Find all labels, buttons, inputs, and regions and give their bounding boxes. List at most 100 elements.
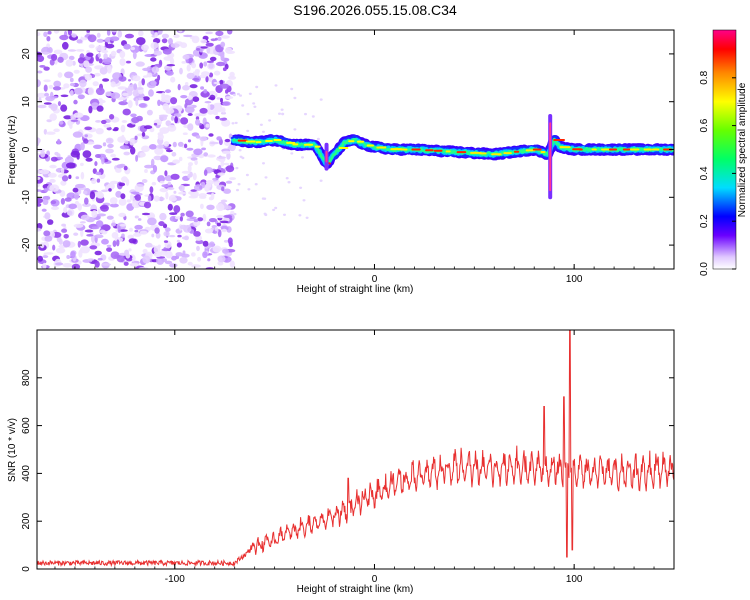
noise-blob: [76, 39, 83, 44]
noise-blob: [184, 106, 195, 114]
noise-blob: [60, 198, 65, 205]
noise-blob: [293, 96, 297, 100]
noise-blob: [106, 247, 113, 253]
noise-blob: [159, 187, 169, 193]
noise-blob: [193, 148, 203, 156]
noise-blob: [178, 156, 183, 162]
snr-xtick-label: 100: [566, 574, 583, 585]
noise-blob: [72, 187, 79, 193]
noise-blob: [222, 205, 232, 210]
noise-blob: [88, 105, 93, 114]
noise-blob: [121, 233, 125, 238]
noise-blob: [37, 197, 44, 204]
noise-blob: [95, 87, 105, 96]
noise-blob: [195, 239, 204, 245]
noise-blob: [57, 56, 64, 63]
noise-blob: [129, 262, 140, 267]
noise-blob: [37, 138, 40, 146]
noise-blob: [200, 86, 205, 90]
noise-blob: [157, 175, 166, 183]
noise-blob: [86, 52, 94, 57]
noise-blob: [203, 169, 208, 176]
noise-blob: [187, 123, 194, 131]
noise-blob: [135, 61, 145, 67]
noise-blob: [290, 152, 294, 155]
noise-blob: [66, 255, 71, 259]
noise-blob: [93, 234, 104, 239]
noise-blob: [170, 43, 180, 48]
noise-blob: [227, 75, 237, 80]
spectrogram-xlabel: Height of straight line (km): [297, 284, 414, 295]
noise-blob: [128, 238, 137, 244]
noise-blob: [216, 203, 225, 212]
noise-blob: [44, 252, 54, 255]
noise-blob: [88, 44, 95, 49]
noise-blob: [61, 223, 66, 227]
noise-blob: [59, 34, 69, 41]
noise-blob: [67, 30, 72, 36]
noise-blob: [216, 97, 221, 100]
noise-blob: [94, 250, 102, 256]
noise-blob: [138, 80, 142, 89]
noise-blob: [118, 76, 127, 82]
noise-blob: [52, 86, 62, 91]
noise-blob: [71, 263, 81, 269]
noise-blob: [217, 36, 222, 41]
noise-blob: [216, 214, 225, 219]
noise-blob: [205, 76, 209, 83]
noise-blob: [92, 81, 99, 87]
noise-blob: [97, 53, 101, 58]
snr-ytick-label: 600: [21, 417, 32, 434]
noise-blob: [156, 257, 165, 265]
noise-blob: [150, 57, 157, 62]
noise-blob: [163, 141, 170, 147]
noise-blob: [216, 222, 222, 227]
noise-blob: [192, 78, 200, 81]
noise-blob: [108, 188, 112, 192]
noise-blob: [195, 119, 201, 126]
noise-blob: [66, 192, 76, 199]
noise-blob: [180, 212, 185, 217]
noise-blob: [202, 251, 208, 259]
noise-blob: [82, 203, 91, 207]
spectrogram-xtick-label: 100: [566, 274, 583, 285]
noise-blob: [46, 119, 52, 123]
noise-blob: [206, 221, 211, 227]
noise-blob: [145, 242, 153, 248]
noise-blob: [95, 120, 102, 123]
noise-blob: [199, 107, 208, 114]
noise-blob: [39, 169, 50, 175]
snr-ytick-label: 0: [21, 566, 32, 572]
noise-blob: [133, 232, 142, 237]
noise-blob: [43, 84, 48, 92]
colorbar-gradient: [712, 29, 737, 270]
spectrogram-xtick-label: 0: [372, 274, 378, 285]
noise-blob: [107, 182, 115, 190]
noise-blob: [42, 262, 47, 269]
noise-blob: [253, 105, 257, 109]
noise-blob: [124, 33, 134, 39]
noise-blob: [55, 262, 64, 266]
noise-blob: [54, 151, 59, 156]
noise-blob: [79, 221, 86, 224]
noise-blob: [182, 132, 188, 135]
noise-blob: [206, 60, 215, 63]
noise-blob: [134, 194, 141, 201]
noise-blob: [221, 228, 227, 233]
noise-blob: [120, 124, 126, 133]
noise-blob: [101, 119, 107, 125]
noise-blob: [206, 183, 212, 187]
noise-blob: [170, 76, 176, 83]
noise-blob: [141, 44, 149, 51]
noise-blob: [209, 141, 219, 145]
noise-blob: [206, 192, 216, 195]
noise-blob: [94, 161, 98, 167]
noise-blob: [207, 103, 211, 112]
noise-blob: [101, 189, 109, 193]
noise-blob: [95, 128, 104, 135]
noise-blob: [197, 256, 202, 262]
noise-blob: [165, 191, 169, 200]
spectral-ridge: [228, 114, 674, 200]
snr-ytick-label: 200: [21, 512, 32, 529]
noise-blob: [186, 218, 196, 222]
